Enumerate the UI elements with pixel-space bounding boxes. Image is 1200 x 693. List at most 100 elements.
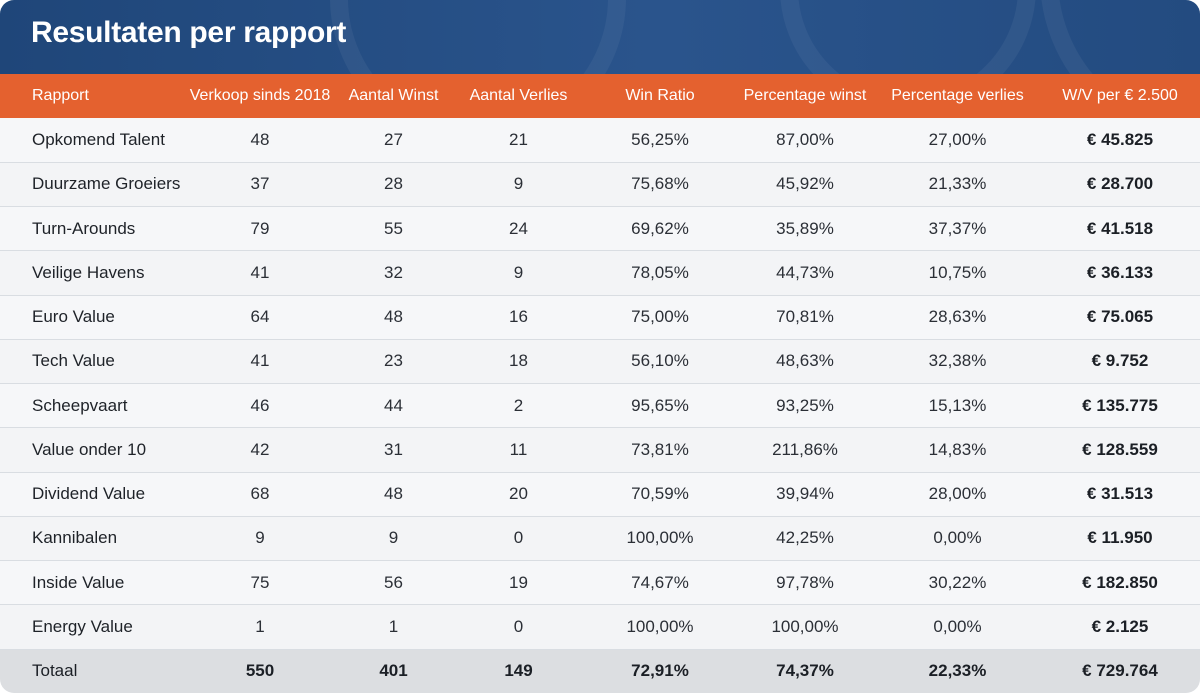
cell-rapport: Euro Value	[32, 307, 115, 327]
cell-win-ratio: 69,62%	[631, 218, 689, 238]
cell-percentage-verlies: 15,13%	[928, 395, 987, 415]
banner-decoration	[1040, 0, 1200, 74]
cell-rapport: Duurzame Groeiers	[32, 174, 181, 194]
cell-percentage-winst: 45,92%	[776, 174, 834, 194]
cell-rapport: Value onder 10	[32, 439, 147, 459]
cell-aantal-verlies: 18	[509, 351, 528, 371]
cell-verkoop: 41	[250, 262, 270, 282]
cell-wv: € 9.752	[1091, 351, 1149, 371]
cell-wv: € 128.559	[1082, 439, 1158, 459]
table-row: Euro Value 64 48 16 75,00% 70,81% 28,63% € 75.0…	[0, 295, 1200, 340]
cell-verkoop: 68	[250, 484, 270, 504]
cell-win-ratio: 56,10%	[631, 351, 689, 371]
table-row: Inside Value 75 56 19 74,67% 97,78% 30,22% € 18…	[0, 560, 1200, 605]
cell-verkoop: 64	[250, 307, 270, 327]
cell-aantal-verlies: 0	[513, 528, 524, 548]
cell-aantal-winst: 1	[388, 616, 399, 636]
total-row: Totaal 550 401 149 72,91% 74,37% 22,33% € 729.7…	[0, 649, 1200, 693]
column-header-aantal-verlies[interactable]: Aantal Verlies	[469, 87, 568, 104]
title-banner: Resultaten per rapport	[0, 0, 1200, 74]
total-cell-percentage-verlies: 22,33%	[928, 661, 987, 681]
cell-verkoop: 9	[255, 528, 265, 548]
cell-percentage-verlies: 28,00%	[928, 484, 987, 504]
column-header-wv[interactable]: W/V per € 2.500	[1062, 87, 1178, 104]
cell-percentage-verlies: 27,00%	[928, 129, 987, 149]
cell-aantal-winst: 56	[384, 572, 403, 592]
column-header-win-ratio[interactable]: Win Ratio	[625, 87, 695, 104]
cell-percentage-winst: 35,89%	[776, 218, 834, 238]
cell-aantal-verlies: 11	[509, 439, 528, 459]
cell-rapport: Tech Value	[32, 351, 115, 371]
cell-aantal-verlies: 9	[513, 174, 524, 194]
total-cell-verkoop: 550	[245, 661, 275, 681]
cell-rapport: Scheepvaart	[32, 395, 128, 415]
cell-aantal-verlies: 2	[513, 395, 524, 415]
table-row: Value onder 10 42 31 11 73,81% 211,86% 14,83% €…	[0, 427, 1200, 472]
column-header-aantal-winst[interactable]: Aantal Winst	[348, 87, 439, 104]
column-header-verkoop[interactable]: Verkoop sinds 2018	[189, 87, 331, 104]
cell-verkoop: 1	[255, 616, 265, 636]
cell-percentage-verlies: 21,33%	[928, 174, 987, 194]
cell-aantal-verlies: 20	[509, 484, 528, 504]
column-header-percentage-winst[interactable]: Percentage winst	[743, 87, 867, 104]
cell-rapport: Opkomend Talent	[32, 129, 165, 149]
cell-aantal-winst: 9	[388, 528, 399, 548]
cell-percentage-verlies: 0,00%	[933, 616, 982, 636]
results-table: Rapport Verkoop sinds 2018 Aantal Winst …	[0, 74, 1200, 693]
table-row: Energy Value 1 1 0 100,00% 100,00% 0,00% € 2.12…	[0, 604, 1200, 649]
total-cell-rapport: Totaal	[32, 661, 78, 681]
cell-percentage-verlies: 30,22%	[928, 572, 987, 592]
cell-aantal-winst: 27	[384, 129, 403, 149]
cell-aantal-verlies: 9	[513, 262, 524, 282]
cell-aantal-winst: 23	[384, 351, 403, 371]
column-header-rapport[interactable]: Rapport	[32, 87, 89, 104]
cell-rapport: Dividend Value	[32, 484, 146, 504]
cell-wv: € 75.065	[1086, 307, 1154, 327]
cell-verkoop: 48	[250, 129, 270, 149]
cell-verkoop: 46	[250, 395, 270, 415]
cell-win-ratio: 100,00%	[626, 616, 694, 636]
cell-wv: € 28.700	[1086, 174, 1154, 194]
cell-percentage-winst: 100,00%	[771, 616, 839, 636]
banner-decoration	[780, 0, 1036, 74]
cell-win-ratio: 75,68%	[631, 174, 689, 194]
cell-wv: € 31.513	[1086, 484, 1154, 504]
table-row: Turn-Arounds 79 55 24 69,62% 35,89% 37,37% € 41…	[0, 206, 1200, 251]
cell-verkoop: 79	[250, 218, 270, 238]
cell-wv: € 45.825	[1086, 129, 1154, 149]
cell-percentage-winst: 42,25%	[776, 528, 834, 548]
cell-wv: € 41.518	[1086, 218, 1154, 238]
cell-wv: € 11.950	[1087, 528, 1153, 548]
table-row: Tech Value 41 23 18 56,10% 48,63% 32,38% € 9.75…	[0, 339, 1200, 384]
cell-win-ratio: 73,81%	[631, 439, 689, 459]
cell-percentage-winst: 93,25%	[776, 395, 834, 415]
cell-percentage-winst: 87,00%	[776, 129, 834, 149]
cell-percentage-verlies: 37,37%	[928, 218, 987, 238]
total-cell-aantal-verlies: 149	[504, 661, 533, 681]
total-cell-percentage-winst: 74,37%	[776, 661, 834, 681]
cell-aantal-verlies: 16	[509, 307, 528, 327]
cell-percentage-verlies: 32,38%	[928, 351, 987, 371]
cell-percentage-winst: 39,94%	[776, 484, 834, 504]
table-row: Duurzame Groeiers 37 28 9 75,68% 45,92% 21,33%…	[0, 162, 1200, 207]
cell-win-ratio: 95,65%	[631, 395, 689, 415]
cell-percentage-verlies: 0,00%	[933, 528, 982, 548]
cell-verkoop: 75	[250, 572, 270, 592]
cell-percentage-verlies: 14,83%	[928, 439, 987, 459]
column-header-percentage-verlies[interactable]: Percentage verlies	[891, 87, 1024, 104]
table-row: Scheepvaart 46 44 2 95,65% 93,25% 15,13% € 135.…	[0, 383, 1200, 428]
cell-percentage-verlies: 28,63%	[928, 307, 987, 327]
cell-aantal-winst: 28	[384, 174, 403, 194]
cell-win-ratio: 74,67%	[631, 572, 689, 592]
cell-wv: € 2.125	[1091, 616, 1149, 636]
cell-wv: € 36.133	[1086, 262, 1154, 282]
banner-decoration	[330, 0, 626, 74]
cell-percentage-verlies: 10,75%	[928, 262, 987, 282]
cell-wv: € 182.850	[1082, 572, 1158, 592]
page-title: Resultaten per rapport	[31, 16, 347, 49]
total-cell-wv: € 729.764	[1082, 661, 1158, 681]
table-header-row: Rapport Verkoop sinds 2018 Aantal Winst …	[0, 74, 1200, 118]
cell-rapport: Turn-Arounds	[32, 218, 136, 238]
cell-aantal-verlies: 24	[509, 218, 528, 238]
